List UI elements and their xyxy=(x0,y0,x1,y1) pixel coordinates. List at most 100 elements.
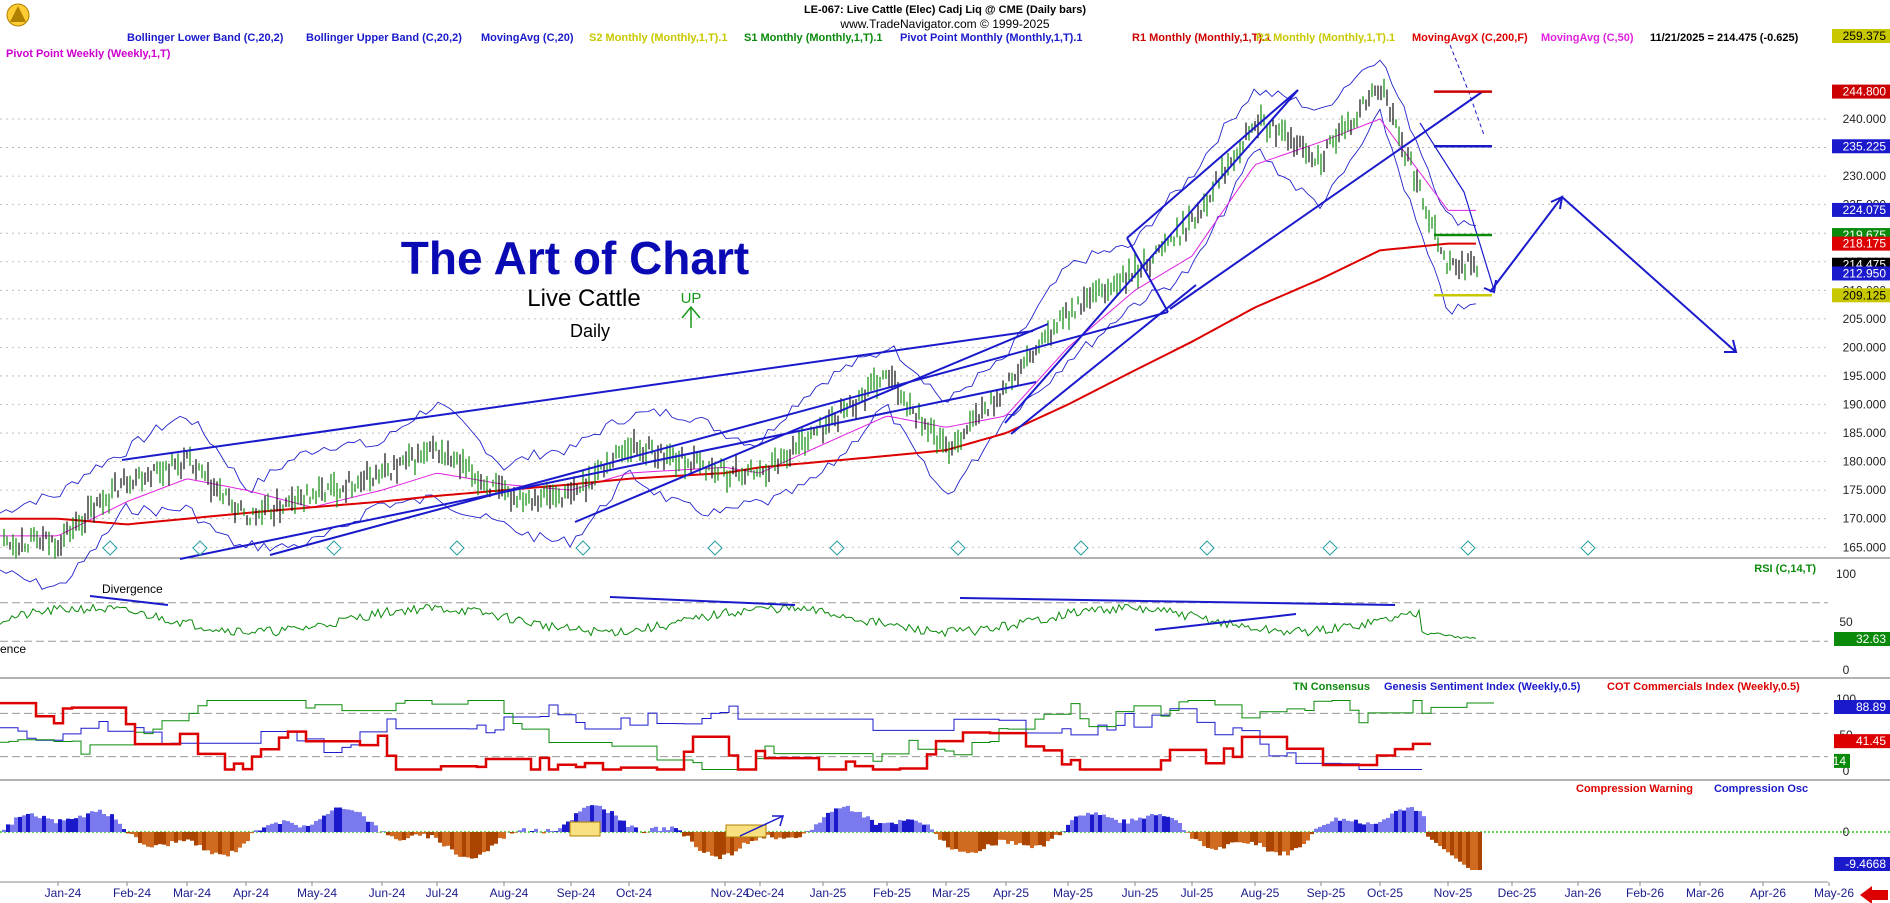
sentiment-value: 14 xyxy=(1833,754,1847,768)
compression-bar xyxy=(1270,832,1274,852)
compression-bar xyxy=(418,832,422,836)
x-tick-label: Mar-25 xyxy=(932,886,970,900)
compression-bar xyxy=(846,805,850,832)
compression-bar xyxy=(310,824,314,832)
compression-bar xyxy=(1130,818,1134,832)
sentiment-legend-item: COT Commercials Index (Weekly,0.5) xyxy=(1607,681,1800,693)
compression-bar xyxy=(678,830,682,832)
price-tag-label: 259.375 xyxy=(1843,29,1887,43)
compression-bar xyxy=(142,832,146,845)
price-tick-label: 240.000 xyxy=(1843,112,1887,126)
price-tag-label: 224.075 xyxy=(1843,203,1887,217)
compression-bar xyxy=(1178,822,1182,832)
marker-shape xyxy=(192,540,208,556)
rsi-tick-label: 100 xyxy=(1836,567,1856,581)
x-tick-label: Feb-26 xyxy=(1626,886,1664,900)
price-tick-label: 165.000 xyxy=(1843,540,1887,554)
price-tag-label: 212.950 xyxy=(1843,266,1887,280)
price-tick-label: 175.000 xyxy=(1843,483,1887,497)
compression-bar xyxy=(74,818,78,832)
x-tick-label: Aug-24 xyxy=(490,886,529,900)
compression-bar xyxy=(38,818,42,832)
compression-bar xyxy=(1106,817,1110,832)
compression-bar xyxy=(442,832,446,847)
x-tick-label: Nov-24 xyxy=(711,886,750,900)
compression-bar xyxy=(1314,828,1318,832)
compression-bar xyxy=(662,827,666,832)
compression-bar xyxy=(1162,816,1166,832)
scroll-arrow-icon[interactable] xyxy=(1860,886,1888,903)
compression-bar xyxy=(714,832,718,857)
compression-bar xyxy=(1194,832,1198,840)
compression-bar xyxy=(1046,832,1050,842)
pattern-marker-icon xyxy=(1580,540,1596,556)
compression-bar xyxy=(670,826,674,832)
compression-bar xyxy=(830,811,834,832)
compression-bar xyxy=(258,830,262,832)
compression-bar xyxy=(470,832,474,859)
x-tick-label: Oct-25 xyxy=(1367,886,1403,900)
compression-bar xyxy=(826,812,830,832)
compression-bar xyxy=(898,819,902,832)
compression-bar xyxy=(562,824,566,832)
bollinger-lower xyxy=(0,108,1477,590)
annotation-title: The Art of Chart xyxy=(401,232,749,284)
price-tick-label: 190.000 xyxy=(1843,398,1887,412)
compression-bar xyxy=(882,823,886,832)
compression-bar xyxy=(994,832,998,846)
compression-bar xyxy=(1246,832,1250,844)
compression-bar xyxy=(1186,832,1190,833)
compression-bar xyxy=(1078,815,1082,832)
compression-bar xyxy=(1450,832,1454,856)
compression-bar xyxy=(206,832,210,851)
compression-bar xyxy=(1306,832,1310,841)
compression-bar xyxy=(1374,823,1378,832)
compression-bar xyxy=(1438,832,1442,847)
compression-bar xyxy=(214,832,218,853)
compression-bar xyxy=(1034,832,1038,846)
x-tick-label: May-25 xyxy=(1053,886,1093,900)
compression-bar xyxy=(1058,832,1062,836)
compression-bar xyxy=(174,832,178,843)
compression-bar xyxy=(318,819,322,832)
price-tick-label: 205.000 xyxy=(1843,312,1887,326)
price-tag xyxy=(1832,29,1890,43)
compression-bar xyxy=(1174,820,1178,832)
divergence-label: Divergence xyxy=(102,582,163,596)
compression-bar xyxy=(542,832,546,834)
compression-bar xyxy=(654,826,658,832)
compression-bar xyxy=(238,832,242,848)
compression-bar xyxy=(514,832,518,833)
compression-bar xyxy=(614,815,618,832)
compression-bar xyxy=(1470,832,1474,870)
pattern-marker-icon xyxy=(192,540,208,556)
bollinger-upper xyxy=(0,59,1477,514)
compression-bar xyxy=(790,832,794,838)
compression-bar xyxy=(922,824,926,832)
compression-bar xyxy=(490,832,494,846)
compression-bar xyxy=(394,832,398,840)
x-tick-label: Apr-24 xyxy=(233,886,269,900)
compression-bar xyxy=(1434,832,1438,843)
last-quote: 11/21/2025 = 214.475 (-0.625) xyxy=(1650,32,1799,44)
divergence-label-cut: ence xyxy=(0,642,26,656)
compression-bar xyxy=(1010,832,1014,842)
compression-bar xyxy=(1370,824,1374,832)
compression-bar xyxy=(1294,832,1298,849)
cot-commercials-line xyxy=(0,701,1431,771)
price-tag xyxy=(1832,266,1890,281)
trend-line xyxy=(121,330,1034,461)
compression-bar xyxy=(182,832,186,842)
compression-bar xyxy=(1426,832,1430,837)
legend-item: R2 Monthly (Monthly,1,T).1 xyxy=(1256,32,1395,44)
compression-bar xyxy=(1050,832,1054,839)
compression-bar xyxy=(726,832,730,854)
compression-arrow xyxy=(739,815,784,837)
compression-bar xyxy=(582,807,586,832)
legend-item: S1 Monthly (Monthly,1,T).1 xyxy=(744,32,883,44)
pattern-marker-icon xyxy=(102,540,118,556)
compression-bar xyxy=(1462,832,1466,865)
compression-bar xyxy=(610,811,614,832)
compression-bar xyxy=(286,821,290,832)
sentiment-legend-item: Genesis Sentiment Index (Weekly,0.5) xyxy=(1384,681,1581,693)
